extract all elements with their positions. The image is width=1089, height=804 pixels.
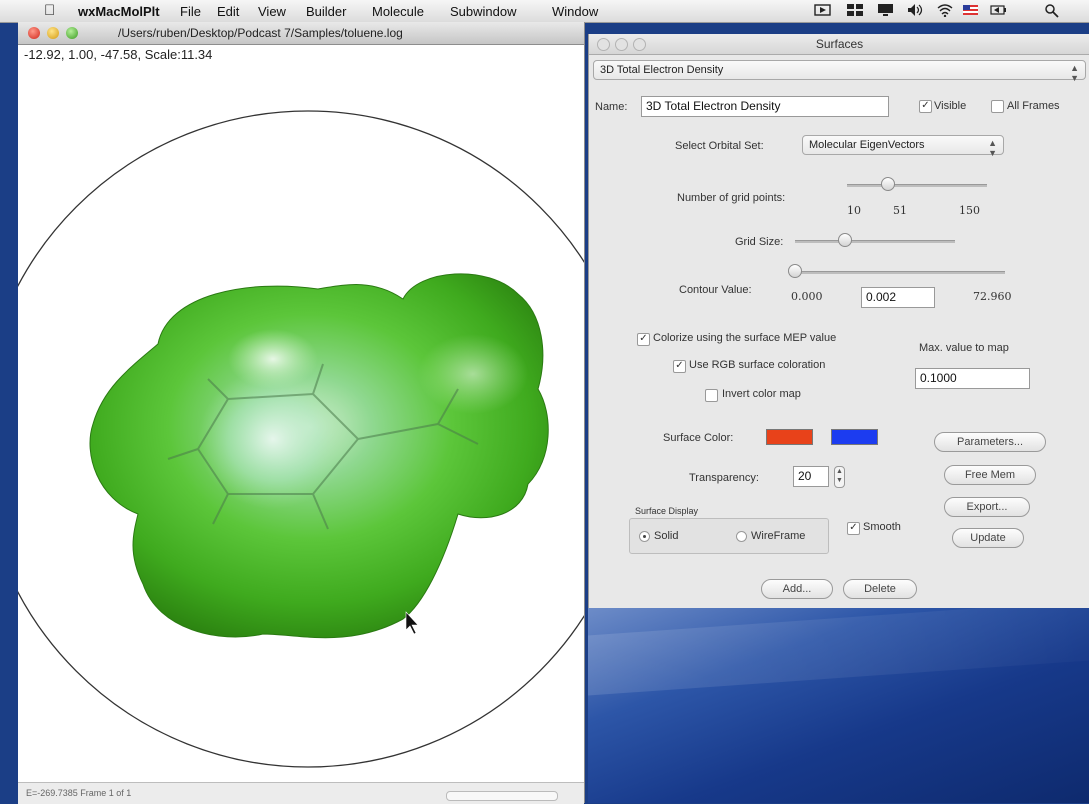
surfaces-titlebar[interactable]: Surfaces — [589, 34, 1089, 55]
menu-view[interactable]: View — [258, 4, 286, 19]
contour-value-label: Contour Value: — [679, 284, 752, 296]
contour-slider-track[interactable] — [795, 271, 1005, 274]
desktop-background — [588, 600, 1089, 803]
molecule-window-titlebar[interactable]: /Users/ruben/Desktop/Podcast 7/Samples/t… — [18, 22, 584, 45]
colorize-mep-checkbox[interactable]: ✓ — [637, 333, 650, 346]
surface-select-dropdown[interactable]: 3D Total Electron Density ▲ ▼ — [593, 60, 1086, 83]
grid-points-min: 10 — [847, 204, 861, 217]
menu-file[interactable]: File — [180, 4, 201, 19]
frame-scrollbar[interactable] — [446, 791, 558, 801]
rotation-sphere-outline — [18, 110, 584, 768]
update-button[interactable]: Update — [952, 528, 1024, 548]
battery-icon[interactable] — [990, 3, 1008, 17]
molecule-window-title: /Users/ruben/Desktop/Podcast 7/Samples/t… — [118, 26, 403, 40]
zoom-window-button[interactable] — [66, 27, 78, 39]
grid-points-value: 51 — [893, 204, 907, 217]
close-panel-button[interactable] — [597, 38, 610, 51]
view-coordinates-readout: -12.92, 1.00, -47.58, Scale:11.34 — [24, 47, 213, 62]
molecule-skeleton — [167, 363, 479, 530]
export-button[interactable]: Export... — [944, 497, 1030, 517]
visible-checkbox[interactable]: ✓ — [919, 100, 932, 113]
display-icon[interactable] — [877, 3, 895, 17]
orbital-set-dropdown[interactable]: Molecular EigenVectors ▲ ▼ — [802, 135, 1004, 158]
input-flag-icon[interactable] — [962, 3, 980, 17]
wireframe-radio[interactable] — [736, 531, 747, 542]
close-window-button[interactable] — [28, 27, 40, 39]
all-frames-label: All Frames — [1007, 100, 1060, 112]
menu-bar:  wxMacMolPlt File Edit View Builder Mol… — [0, 0, 1089, 23]
grid-points-max: 150 — [959, 204, 980, 217]
surface-display-group: Solid WireFrame — [629, 518, 829, 554]
all-frames-checkbox[interactable] — [991, 100, 1004, 113]
menu-subwindow[interactable]: Subwindow — [450, 4, 517, 19]
app-menu[interactable]: wxMacMolPlt — [78, 4, 160, 19]
solid-label: Solid — [654, 530, 679, 542]
transparency-label: Transparency: — [689, 472, 759, 484]
contour-slider-thumb[interactable] — [788, 264, 802, 278]
minimize-panel-button[interactable] — [615, 38, 628, 51]
contour-min: 0.000 — [791, 290, 823, 303]
grid-points-slider-track[interactable] — [847, 184, 987, 187]
max-value-field[interactable]: 0.1000 — [915, 368, 1030, 389]
surface-color-positive-swatch[interactable] — [766, 429, 813, 445]
grid-points-slider-thumb[interactable] — [880, 177, 895, 191]
molecule-window: /Users/ruben/Desktop/Podcast 7/Samples/t… — [18, 22, 585, 804]
wifi-icon[interactable] — [936, 3, 954, 17]
molecule-status-bar: E=-269.7385 Frame 1 of 1 — [18, 782, 584, 804]
visible-label: Visible — [934, 100, 967, 112]
contour-value-field[interactable]: 0.002 — [861, 287, 935, 308]
mouse-pointer-icon — [405, 611, 419, 635]
smooth-label: Smooth — [863, 521, 901, 533]
transparency-stepper[interactable]: ▲ ▼ — [834, 466, 845, 488]
screen-record-icon[interactable] — [814, 3, 832, 17]
menu-molecule[interactable]: Molecule — [372, 4, 425, 19]
molecule-3d-view[interactable] — [18, 44, 584, 782]
menu-window[interactable]: Window — [552, 4, 599, 19]
invert-color-map-label: Invert color map — [722, 388, 801, 400]
volume-icon[interactable] — [907, 3, 925, 17]
apple-menu-icon[interactable]:  — [44, 2, 55, 19]
name-label: Name: — [595, 101, 628, 113]
parameters-button[interactable]: Parameters... — [934, 432, 1046, 452]
colorize-mep-label: Colorize using the surface MEP value — [653, 332, 837, 344]
surface-display-group-label: Surface Display — [635, 506, 699, 516]
contour-max: 72.960 — [973, 290, 1012, 303]
zoom-panel-button[interactable] — [633, 38, 646, 51]
rgb-coloration-checkbox[interactable]: ✓ — [673, 360, 686, 373]
orbital-set-value: Molecular EigenVectors — [809, 139, 925, 151]
spotlight-search-icon[interactable] — [1044, 3, 1060, 19]
invert-color-map-checkbox[interactable] — [705, 389, 718, 402]
updown-arrows-icon: ▲ ▼ — [988, 138, 997, 158]
grid-points-label: Number of grid points: — [677, 192, 786, 204]
grid-size-label: Grid Size: — [735, 236, 784, 248]
max-value-label: Max. value to map — [919, 342, 1009, 354]
grid-size-slider-track[interactable] — [795, 240, 955, 243]
spaces-icon[interactable] — [846, 3, 864, 17]
surface-name-field[interactable]: 3D Total Electron Density — [641, 96, 889, 117]
updown-arrows-icon: ▲ ▼ — [1070, 63, 1079, 83]
free-mem-button[interactable]: Free Mem — [944, 465, 1036, 485]
surfaces-title: Surfaces — [815, 37, 864, 51]
rgb-coloration-label: Use RGB surface coloration — [689, 359, 826, 371]
add-surface-button[interactable]: Add... — [761, 579, 833, 599]
minimize-window-button[interactable] — [47, 27, 59, 39]
orbital-set-label: Select Orbital Set: — [675, 140, 764, 152]
smooth-checkbox[interactable]: ✓ — [847, 522, 860, 535]
surfaces-panel: Surfaces 3D Total Electron Density ▲ ▼ Na… — [588, 34, 1089, 608]
menu-edit[interactable]: Edit — [217, 4, 240, 19]
surface-color-negative-swatch[interactable] — [831, 429, 878, 445]
solid-radio[interactable] — [639, 531, 650, 542]
surface-color-label: Surface Color: — [663, 432, 734, 444]
delete-surface-button[interactable]: Delete — [843, 579, 917, 599]
grid-size-slider-thumb[interactable] — [837, 233, 852, 247]
surface-select-value: 3D Total Electron Density — [600, 64, 724, 76]
wireframe-label: WireFrame — [751, 530, 806, 542]
energy-frame-status: E=-269.7385 Frame 1 of 1 — [26, 788, 132, 798]
menu-builder[interactable]: Builder — [306, 4, 347, 19]
transparency-field[interactable]: 20 — [793, 466, 829, 487]
